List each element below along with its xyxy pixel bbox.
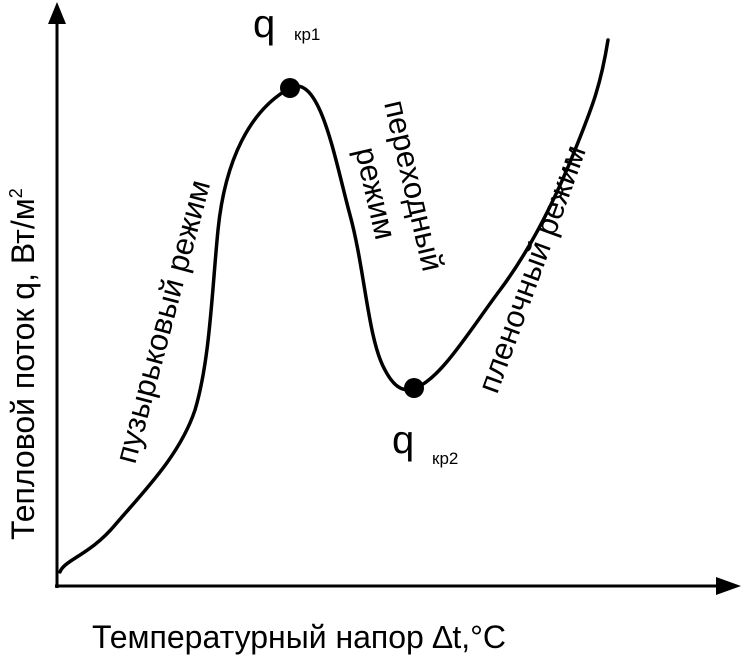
bubble-regime-label: пузырьковый режим xyxy=(108,176,217,467)
q-kr2-subscript: кр2 xyxy=(432,449,458,468)
q-kr1-symbol: q xyxy=(253,2,275,46)
x-axis-label: Температурный напор ∆t,°C xyxy=(92,619,506,655)
boiling-curve xyxy=(58,38,610,574)
critical-point-1 xyxy=(280,78,300,98)
q-kr1-subscript: кр1 xyxy=(294,25,320,44)
y-axis-label-text: Тепловой поток q, Вт/м xyxy=(5,198,41,540)
q-kr2-symbol: q xyxy=(392,418,414,462)
y-axis-arrow xyxy=(48,2,66,24)
critical-point-2 xyxy=(404,378,424,398)
x-axis-arrow xyxy=(716,577,741,595)
svg-text:Тепловой поток q, Вт/м2: Тепловой поток q, Вт/м2 xyxy=(5,188,41,540)
film-regime-label: пленочный режим xyxy=(471,140,593,397)
y-axis-label: Тепловой поток q, Вт/м2 xyxy=(5,188,41,540)
y-axis-label-superscript: 2 xyxy=(6,188,26,198)
